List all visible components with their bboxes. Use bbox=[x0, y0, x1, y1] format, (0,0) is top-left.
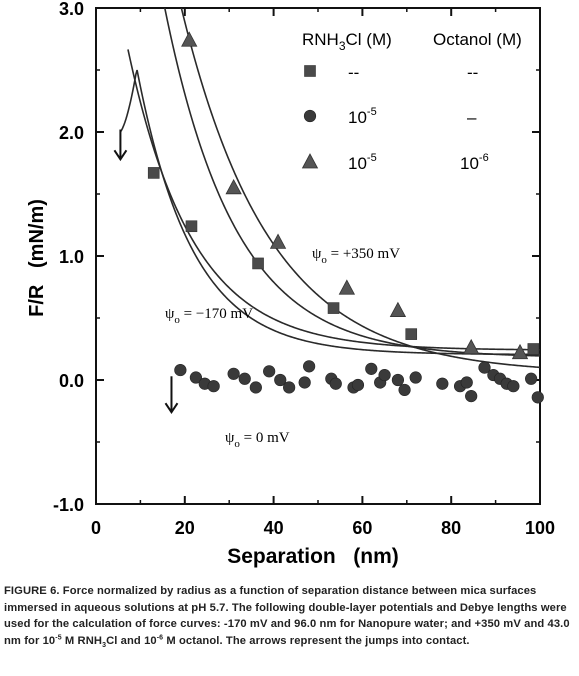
legend-octanol-value: -- bbox=[467, 63, 478, 82]
circle-data-point bbox=[249, 381, 262, 394]
circle-data-point bbox=[478, 361, 491, 374]
data-markers bbox=[147, 31, 544, 404]
circle-data-point bbox=[460, 376, 473, 389]
circle-data-point bbox=[436, 377, 449, 390]
y-tick-labels: -1.0 0.0 1.0 2.0 3.0 bbox=[53, 0, 84, 515]
circle-data-point bbox=[351, 378, 365, 392]
triangle-data-point bbox=[181, 31, 198, 47]
legend-octanol-value: – bbox=[467, 108, 477, 127]
circle-data-point bbox=[283, 381, 296, 394]
legend: RNH3Cl (M) Octanol (M) -- -- 10-5 – 10-5 10-6 bbox=[301, 30, 522, 173]
circle-data-point bbox=[507, 380, 520, 393]
plot-axes bbox=[95, 7, 541, 505]
square-data-point bbox=[252, 257, 264, 270]
circle-data-point bbox=[303, 360, 316, 373]
triangle-data-point bbox=[389, 301, 407, 317]
x-tick-label: 20 bbox=[175, 518, 195, 538]
circle-data-point bbox=[525, 372, 538, 385]
y-tick-label: 1.0 bbox=[59, 247, 84, 267]
legend-marker-circle bbox=[303, 109, 317, 123]
triangle-data-point bbox=[269, 233, 287, 249]
circle-data-point bbox=[531, 391, 544, 404]
y-tick-label: 3.0 bbox=[59, 0, 84, 19]
fit-curve-positive-potential bbox=[180, 8, 541, 369]
psi-pos-annotation: ψo = +350 mV bbox=[312, 246, 400, 266]
circle-data-point bbox=[263, 365, 276, 378]
legend-header-octanol: Octanol (M) bbox=[433, 30, 522, 49]
square-data-point bbox=[527, 343, 540, 355]
x-tick-labels: 0 20 40 60 80 100 bbox=[91, 518, 555, 538]
psi-neg-annotation: ψo = −170 mV bbox=[165, 306, 253, 326]
legend-rnh-value: 10-5 bbox=[348, 106, 377, 127]
x-tick-label: 0 bbox=[91, 518, 101, 538]
fit-curve-positive-potential-inner bbox=[163, 8, 541, 357]
circle-data-point bbox=[465, 390, 478, 403]
jump-arrow-head bbox=[113, 149, 128, 162]
circle-data-point bbox=[274, 373, 287, 387]
y-tick-label: 2.0 bbox=[59, 123, 84, 143]
circle-data-point bbox=[398, 383, 411, 397]
circle-data-point bbox=[189, 371, 202, 384]
circle-data-point bbox=[207, 380, 220, 393]
square-data-point bbox=[185, 220, 198, 233]
legend-marker-triangle bbox=[301, 153, 319, 169]
circle-data-point bbox=[365, 362, 378, 375]
legend-rnh-value: 10-5 bbox=[348, 152, 377, 173]
psi-zero-annotation: ψo = 0 mV bbox=[225, 430, 290, 450]
x-axis-label: Separation (nm) bbox=[227, 545, 399, 568]
y-axis-label: F/R (mN/m) bbox=[26, 199, 48, 317]
circle-data-point bbox=[378, 368, 391, 382]
circle-data-point bbox=[238, 372, 251, 385]
circle-data-point bbox=[174, 363, 187, 377]
circle-data-point bbox=[298, 376, 311, 389]
triangle-data-point bbox=[225, 178, 242, 195]
legend-header-rnh: RNH3Cl (M) bbox=[302, 30, 392, 53]
circle-data-point bbox=[227, 367, 240, 380]
x-tick-label: 100 bbox=[525, 518, 555, 538]
y-tick-label: -1.0 bbox=[53, 495, 84, 515]
legend-rnh-value: -- bbox=[348, 63, 359, 82]
circle-data-point bbox=[391, 373, 405, 387]
x-tick-label: 40 bbox=[264, 518, 284, 538]
jump-arrows bbox=[113, 129, 179, 415]
triangle-data-point bbox=[338, 279, 356, 295]
x-tick-label: 80 bbox=[441, 518, 461, 538]
square-data-point bbox=[327, 302, 340, 314]
triangle-data-point bbox=[511, 343, 529, 360]
square-data-point bbox=[405, 328, 418, 340]
x-tick-label: 60 bbox=[352, 518, 372, 538]
force-separation-chart: 0 20 40 60 80 100 -1.0 0.0 1.0 2.0 3.0 Separation… bbox=[26, 0, 555, 568]
legend-marker-square bbox=[304, 65, 316, 77]
square-data-point bbox=[147, 167, 160, 179]
circle-data-point bbox=[329, 377, 342, 390]
figure-caption: FIGURE 6. Force normalized by radius as … bbox=[4, 585, 570, 650]
triangle-data-point bbox=[463, 338, 480, 355]
legend-octanol-value: 10-6 bbox=[460, 152, 489, 173]
jump-arrow-head bbox=[164, 402, 179, 415]
circle-data-point bbox=[409, 371, 422, 384]
y-tick-label: 0.0 bbox=[59, 371, 84, 391]
